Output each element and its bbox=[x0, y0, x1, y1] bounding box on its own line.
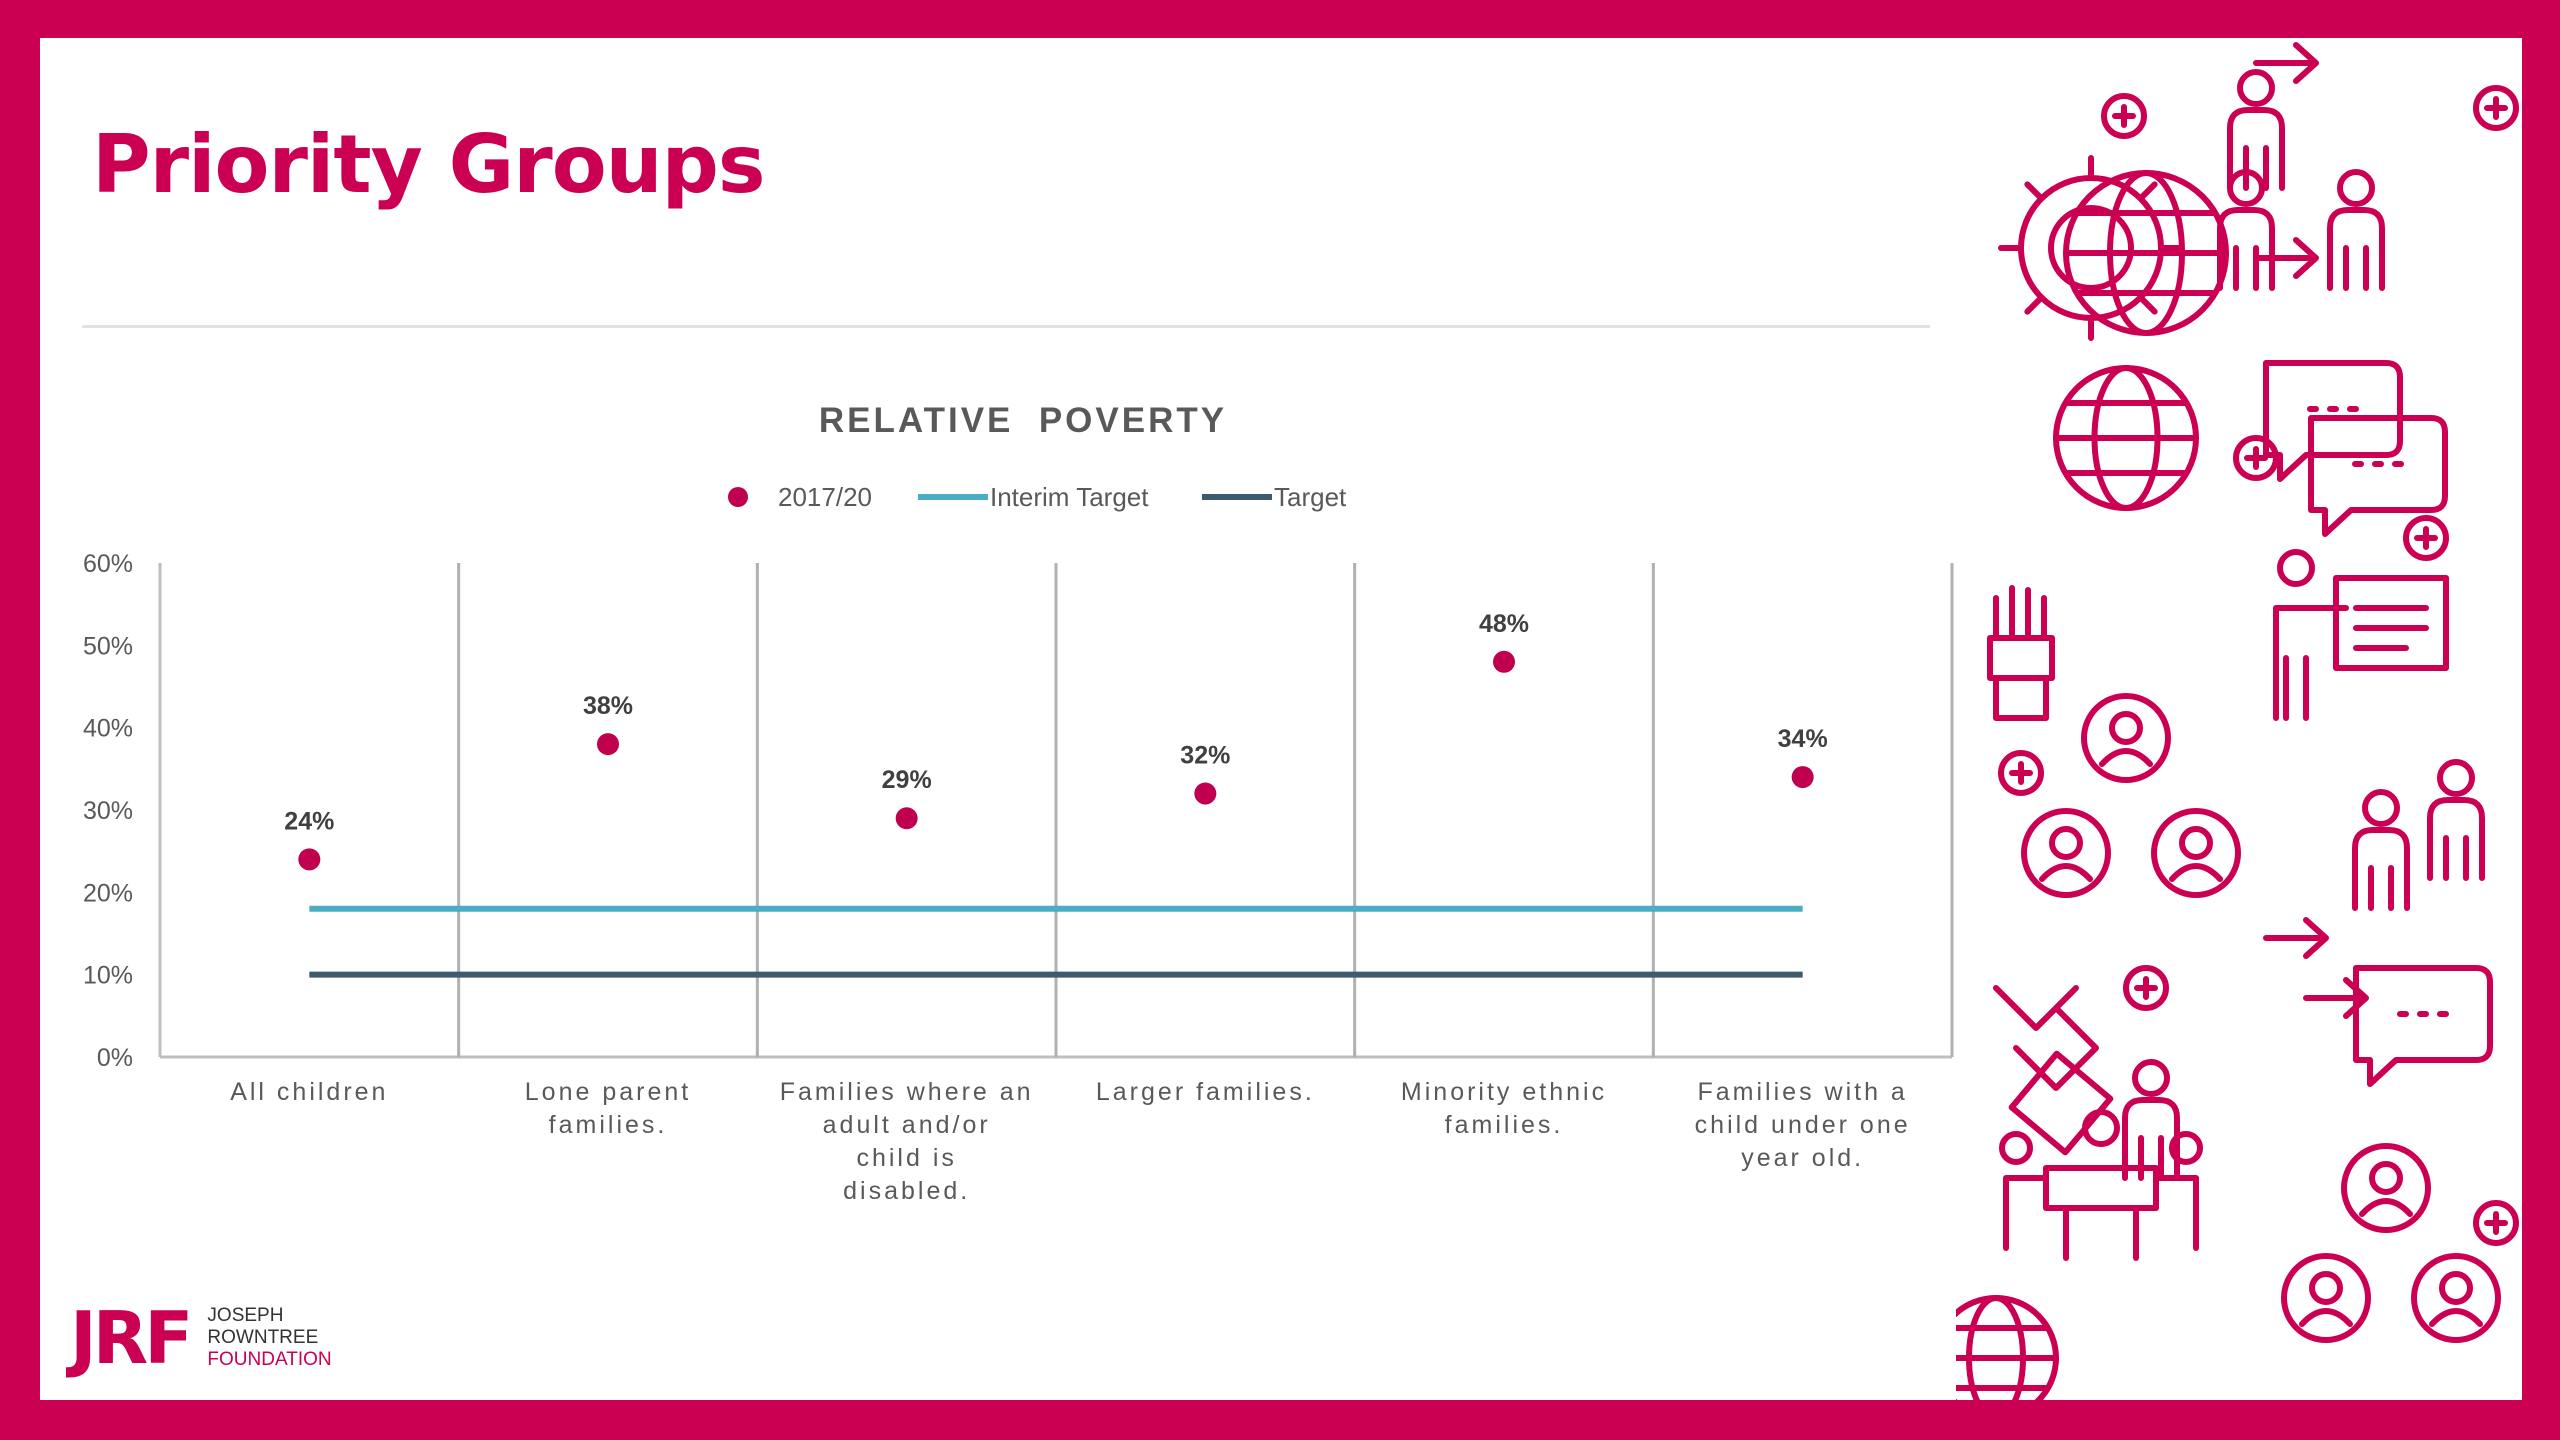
x-label-larger-families: Larger families. bbox=[1096, 1078, 1315, 1106]
person-icon bbox=[2352, 789, 2410, 911]
arrow-icon bbox=[2263, 917, 2329, 959]
point-all-children bbox=[298, 848, 321, 871]
x-label-families-with-a-child-under-one-year-old: Families with a child under one year old. bbox=[1695, 1078, 1911, 1172]
speech-bubble-icon bbox=[2263, 360, 2403, 482]
data-label: 34% bbox=[1778, 725, 1828, 753]
logo-line-3: FOUNDATION bbox=[207, 1349, 332, 1370]
y-tick-label: 0% bbox=[97, 1044, 133, 1072]
legend-marker-points bbox=[728, 487, 748, 507]
globe-icon bbox=[2053, 365, 2199, 511]
plus-icon bbox=[2123, 965, 2169, 1011]
point-families-where-an-adult-and-or-child-is-disabled bbox=[895, 807, 918, 830]
decorative-icon-pattern bbox=[1956, 38, 2522, 1400]
person-icon bbox=[2122, 1059, 2180, 1181]
person-icon bbox=[2217, 169, 2275, 291]
logo-line-2: ROWNTREE bbox=[207, 1327, 319, 1348]
speech-bubble-icon bbox=[2353, 965, 2493, 1087]
user-network-icon bbox=[2281, 1253, 2371, 1343]
logo-text: JOSEPH ROWNTREE FOUNDATION bbox=[207, 1305, 331, 1371]
handshake-icon bbox=[1993, 985, 2114, 1156]
x-label-families-where-an-adult-and-or-child-is-disabled: Families where an adult and/or child is dis… bbox=[780, 1078, 1034, 1205]
x-axis-labels: All children Lone parent families. Families… bbox=[230, 1078, 1911, 1205]
gear-icon bbox=[1998, 155, 2184, 341]
user-network-icon bbox=[2081, 693, 2171, 783]
chart-axes bbox=[158, 563, 1954, 1059]
chart-title: RELATIVE POVERTY bbox=[819, 401, 1227, 440]
logo-line-1: JOSEPH bbox=[207, 1305, 284, 1326]
data-label: 24% bbox=[284, 807, 334, 835]
globe-icon bbox=[2063, 170, 2229, 336]
point-larger-families bbox=[1194, 782, 1217, 805]
data-label: 48% bbox=[1479, 610, 1529, 638]
user-network-icon bbox=[2151, 808, 2241, 898]
meeting-icon bbox=[1999, 1109, 2203, 1261]
plus-icon bbox=[2473, 85, 2519, 131]
hand-icon bbox=[1987, 585, 2055, 721]
arrow-icon bbox=[2253, 42, 2319, 84]
plus-icon bbox=[2403, 515, 2449, 561]
user-network-icon bbox=[2411, 1253, 2501, 1343]
relative-poverty-chart: RELATIVE POVERTY 2017/20 Interim Target Ta… bbox=[83, 401, 1954, 1205]
x-label-lone-parent-families: Lone parent families. bbox=[525, 1078, 691, 1139]
speech-bubble-icon bbox=[2308, 415, 2448, 537]
chart-legend: 2017/20 Interim Target Target bbox=[728, 482, 1347, 512]
y-tick-label: 30% bbox=[83, 797, 133, 825]
person-icon bbox=[2227, 69, 2285, 191]
data-label: 29% bbox=[882, 766, 932, 794]
presenter-icon bbox=[2273, 549, 2449, 721]
jrf-logo: JRF JOSEPH ROWNTREE FOUNDATION bbox=[70, 1298, 332, 1378]
person-icon bbox=[2427, 759, 2485, 881]
y-tick-label: 60% bbox=[83, 550, 133, 578]
y-axis-ticks: 0% 10% 20% 30% 40% 50% 60% bbox=[83, 550, 133, 1072]
data-label: 32% bbox=[1180, 742, 1230, 770]
x-label-all-children: All children bbox=[230, 1078, 388, 1106]
legend-label-points: 2017/20 bbox=[778, 482, 872, 512]
point-families-with-a-child-under-one-year-old bbox=[1791, 766, 1814, 789]
page-title: Priority Groups bbox=[92, 118, 765, 211]
x-label-minority-ethnic-families: Minority ethnic families. bbox=[1401, 1078, 1607, 1139]
logo-mark: JRF bbox=[70, 1296, 193, 1380]
user-network-icon bbox=[2021, 808, 2111, 898]
legend-label-target: Target bbox=[1274, 482, 1347, 512]
legend-label-interim-target: Interim Target bbox=[990, 482, 1149, 512]
arrow-icon bbox=[2253, 237, 2319, 279]
plus-icon bbox=[2473, 1200, 2519, 1246]
point-lone-parent-families bbox=[597, 733, 619, 756]
person-icon bbox=[2327, 169, 2385, 291]
y-tick-label: 20% bbox=[83, 879, 133, 907]
point-minority-ethnic-families bbox=[1493, 650, 1515, 673]
data-label: 38% bbox=[583, 692, 633, 720]
y-tick-label: 40% bbox=[83, 715, 133, 743]
y-tick-label: 50% bbox=[83, 632, 133, 660]
data-points: 24% 38% 29% 32% 48% 34% bbox=[284, 610, 1828, 871]
plus-icon bbox=[1998, 750, 2044, 796]
user-network-icon bbox=[2341, 1143, 2431, 1233]
plus-icon bbox=[2101, 93, 2147, 139]
title-divider bbox=[82, 325, 1930, 328]
y-tick-label: 10% bbox=[83, 962, 133, 990]
target-lines bbox=[309, 905, 1803, 978]
globe-icon bbox=[1956, 1295, 2059, 1400]
